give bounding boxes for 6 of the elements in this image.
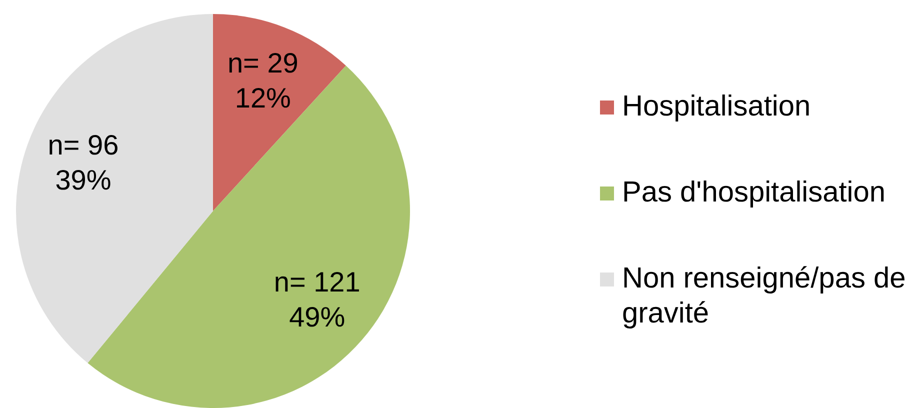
data-label: n= 121 49% (274, 266, 360, 333)
data-label: n= 29 12% (227, 48, 298, 114)
data-label: n= 96 39% (48, 130, 119, 196)
legend-label: Hospitalisation (622, 90, 811, 122)
legend-label: Non renseigné/pas de gravité (622, 262, 906, 330)
legend-label: Pas d'hospitalisation (622, 176, 886, 208)
